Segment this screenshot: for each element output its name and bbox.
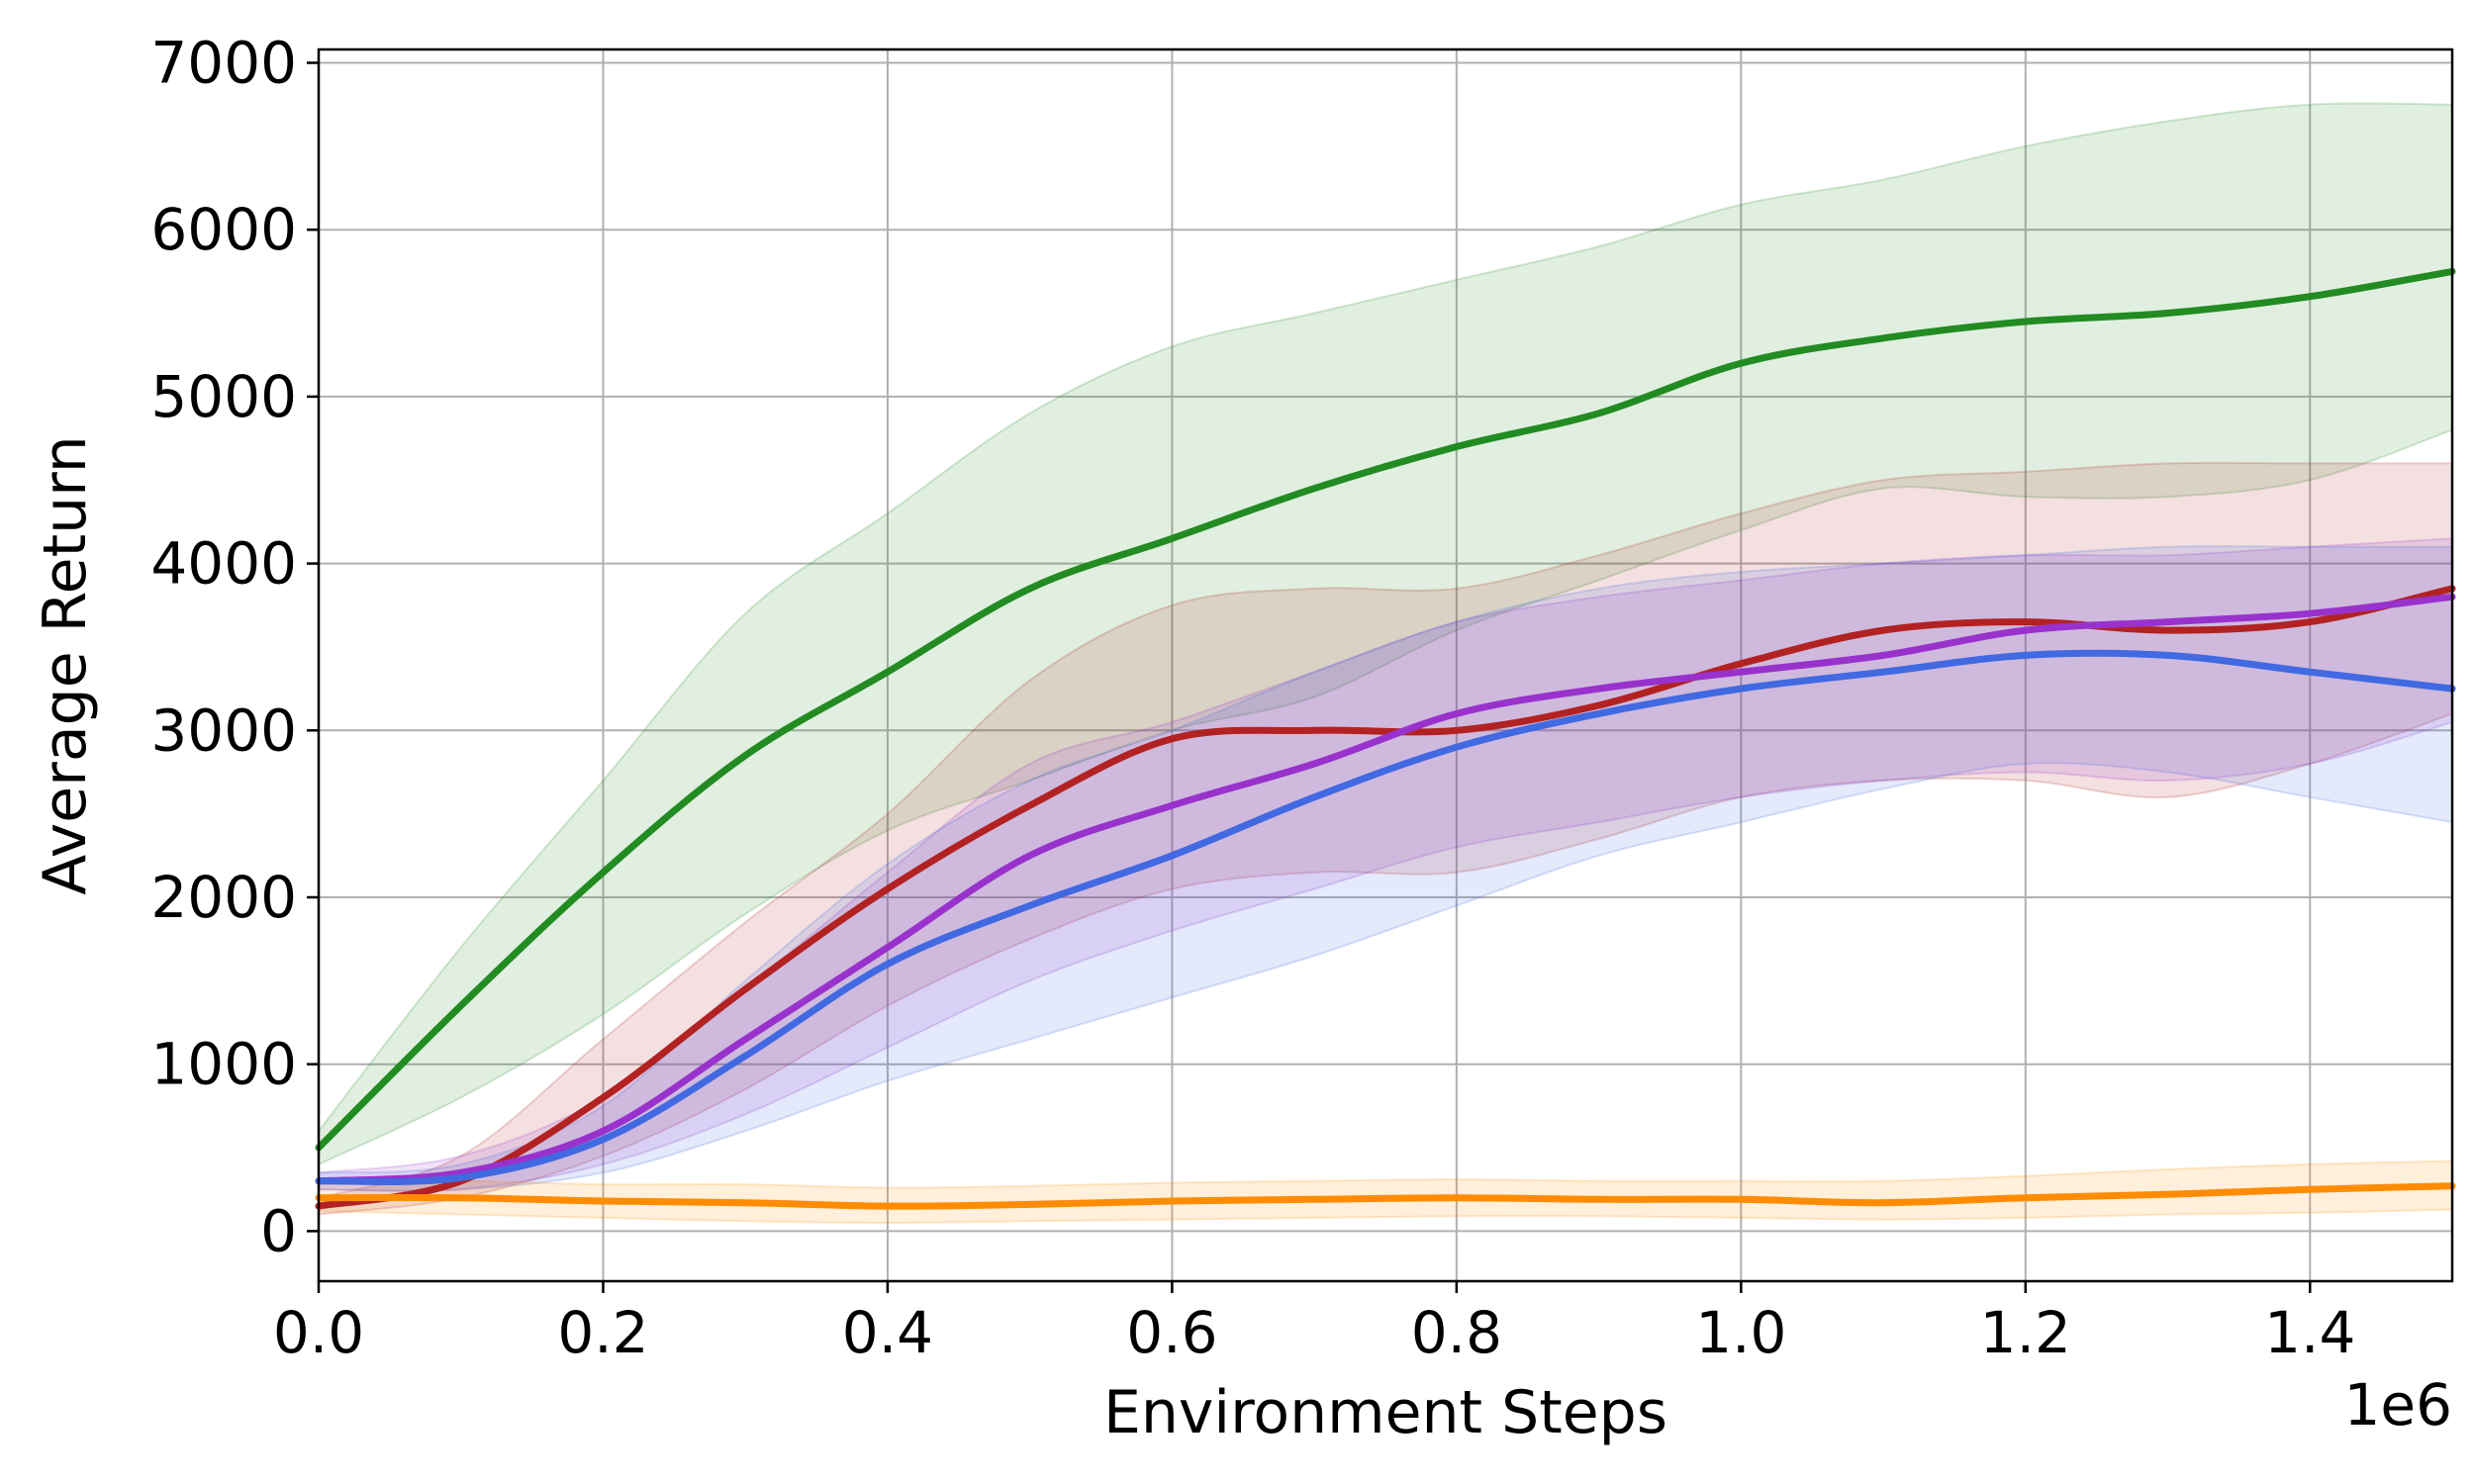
x-tick-label: 1.2 — [1980, 1299, 2071, 1366]
x-tick-label: 1.4 — [2264, 1299, 2355, 1366]
grid — [318, 49, 2452, 1281]
x-tick-label: 1.0 — [1695, 1299, 1786, 1366]
y-tick-label: 3000 — [150, 696, 297, 764]
x-tick-label: 0.8 — [1411, 1299, 1502, 1366]
y-tick-label: 2000 — [150, 864, 297, 931]
series-line-3 — [315, 649, 2456, 1186]
x-tick-label: 0.4 — [842, 1299, 933, 1366]
x-axis-offset-label: 1e6 — [2344, 1371, 2453, 1438]
x-tick-label: 0.6 — [1126, 1299, 1217, 1366]
series-band-0 — [318, 102, 2453, 1166]
x-tick-label: 0.0 — [273, 1299, 364, 1366]
plot-frame — [317, 47, 2454, 1283]
x-tick-label: 0.2 — [557, 1299, 648, 1366]
x-axis-title: Environment Steps — [1103, 1378, 1667, 1447]
series-lines — [315, 267, 2456, 1210]
y-tick-label: 5000 — [150, 363, 297, 430]
y-axis-title: Average Return — [31, 435, 100, 895]
series-line-4 — [315, 1182, 2456, 1210]
series-line-2 — [315, 593, 2456, 1185]
y-tick-label: 1000 — [150, 1031, 297, 1098]
y-tick-label: 0 — [260, 1197, 297, 1264]
y-tick-label: 6000 — [150, 196, 297, 263]
axis-ticks: 0.0 0.2 0.4 0.6 0.8 1.0 1.2 1.4 0 1000 2000 3000 400… — [150, 29, 2355, 1366]
series-line-0 — [315, 267, 2456, 1152]
y-tick-label: 7000 — [150, 29, 297, 96]
y-tick-label: 4000 — [150, 530, 297, 598]
